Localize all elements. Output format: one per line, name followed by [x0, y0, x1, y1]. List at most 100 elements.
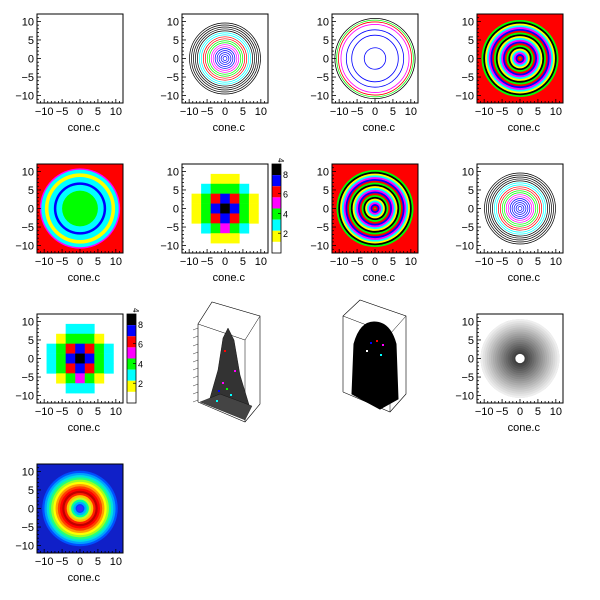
contour-line: [197, 30, 253, 87]
palette-swatch: [127, 391, 136, 403]
hist-cell: [229, 173, 240, 185]
x-tick-label: −10: [35, 556, 54, 568]
hist-cell: [229, 233, 240, 244]
contour-line: [505, 194, 535, 223]
y-tick-label: 10: [462, 166, 474, 178]
x-tick-label: −5: [56, 256, 69, 268]
x-axis-label: cone.c: [508, 422, 541, 434]
x-tick-label: −10: [475, 106, 494, 118]
gray-center: [515, 353, 525, 364]
filled-ring: [519, 57, 521, 60]
y-tick-label: 10: [22, 466, 34, 478]
x-tick-label: −10: [180, 256, 199, 268]
x-tick-label: −5: [496, 406, 509, 418]
x-tick-label: 5: [95, 556, 101, 568]
y-tick-label: −5: [21, 72, 34, 84]
x-tick-label: −5: [351, 256, 364, 268]
palette-swatch: [127, 369, 136, 381]
y-tick-label: 0: [468, 354, 474, 366]
x-tick-label: 10: [110, 556, 122, 568]
palette-swatch: [272, 164, 281, 176]
z-tick: [192, 327, 199, 331]
y-tick-label: −10: [15, 541, 34, 553]
x-axis-label: cone.c: [68, 272, 101, 284]
hist-cell: [210, 223, 221, 234]
y-tick-label: −10: [310, 241, 329, 253]
y-tick-label: 10: [317, 166, 329, 178]
contour-line: [199, 32, 251, 85]
hist-cell: [191, 193, 202, 204]
contour-line: [340, 24, 410, 93]
hist-cell: [84, 373, 95, 384]
hist-cell: [248, 193, 259, 204]
contour-line: [351, 34, 399, 83]
y-tick-label: 10: [22, 166, 34, 178]
contour-line: [507, 196, 533, 221]
y-tick-label: 5: [468, 335, 474, 347]
palette-tick-label: 6: [283, 190, 288, 200]
contour-line: [501, 190, 539, 227]
y-tick-label: 5: [323, 185, 329, 197]
x-tick-label: −10: [35, 406, 54, 418]
z-tick: [192, 351, 199, 355]
contour-line: [218, 52, 232, 65]
hist-cell: [56, 373, 66, 384]
hist-cell: [94, 333, 105, 344]
y-tick-label: 10: [167, 16, 179, 28]
hist-cell: [248, 203, 259, 214]
palette-swatch: [127, 325, 136, 337]
contour-line: [515, 204, 525, 213]
y-tick-label: −5: [166, 72, 179, 84]
palette-swatch: [272, 230, 281, 242]
x-tick-label: 0: [517, 256, 523, 268]
y-tick-label: −10: [15, 391, 34, 403]
hist-cell: [220, 193, 231, 204]
hist-cell: [210, 173, 221, 185]
y-tick-label: 10: [462, 16, 474, 28]
hist-cell: [191, 213, 202, 224]
x-axis-label: cone.c: [363, 272, 396, 284]
x-tick-label: 0: [517, 406, 523, 418]
contour-line: [193, 26, 257, 91]
hist-cell: [56, 333, 66, 344]
hist-cell: [229, 203, 240, 214]
plot-frame: [331, 13, 419, 104]
hist-cell: [56, 353, 66, 364]
x-tick-label: 0: [77, 256, 83, 268]
lego-mark: [218, 390, 220, 392]
hist-cell: [210, 193, 221, 204]
y-tick-label: 5: [468, 185, 474, 197]
surf-body: [351, 321, 399, 410]
hist-cell: [201, 213, 211, 224]
y-tick-label: 0: [468, 204, 474, 216]
lego-mark: [224, 350, 226, 352]
y-tick-label: 0: [28, 54, 34, 66]
lego-mark: [226, 388, 228, 390]
palette-swatch: [272, 197, 281, 209]
hist-cell: [229, 193, 240, 204]
contour-line: [338, 21, 412, 96]
x-tick-label: −10: [475, 256, 494, 268]
hist-cell: [201, 203, 211, 214]
z-tick: [192, 335, 199, 339]
hist-cell: [46, 363, 57, 374]
filled-ring: [374, 207, 376, 210]
hist-cell: [220, 173, 231, 185]
hist-cell: [65, 333, 76, 344]
x-axis-label: cone.c: [68, 122, 101, 134]
x-tick-label: 0: [517, 106, 523, 118]
contour-line: [334, 17, 416, 100]
hist-cell: [220, 223, 231, 234]
palette-swatch: [272, 175, 281, 187]
y-tick-label: 0: [323, 204, 329, 216]
palette-swatch: [272, 208, 281, 220]
lego-mark: [222, 382, 224, 384]
palette-tick-label: 2: [138, 379, 143, 389]
palette-swatch: [272, 186, 281, 198]
